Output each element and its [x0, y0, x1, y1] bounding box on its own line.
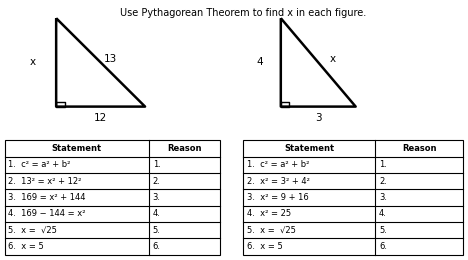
Text: 3: 3 — [315, 113, 322, 123]
Text: 13: 13 — [103, 54, 117, 63]
Text: 6.: 6. — [153, 242, 161, 251]
Text: 6.: 6. — [379, 242, 387, 251]
Text: 4: 4 — [256, 57, 263, 67]
Text: 2.  13² = x² + 12²: 2. 13² = x² + 12² — [8, 177, 82, 186]
Text: Statement: Statement — [52, 144, 102, 153]
Text: 2.: 2. — [379, 177, 387, 186]
Text: 5.  x =  √25: 5. x = √25 — [8, 226, 57, 235]
Text: 6.  x = 5: 6. x = 5 — [247, 242, 283, 251]
Text: Statement: Statement — [284, 144, 335, 153]
Text: 5.: 5. — [379, 226, 387, 235]
Text: 1.: 1. — [153, 160, 161, 170]
Text: 6.  x = 5: 6. x = 5 — [8, 242, 44, 251]
Text: 3.: 3. — [379, 193, 387, 202]
Text: 1.  c² = a² + b²: 1. c² = a² + b² — [8, 160, 71, 170]
Text: 5.: 5. — [153, 226, 161, 235]
Text: 2.: 2. — [153, 177, 161, 186]
Text: Use Pythagorean Theorem to find x in each figure.: Use Pythagorean Theorem to find x in eac… — [120, 8, 366, 18]
Text: x: x — [29, 57, 36, 67]
Text: 3.  x² = 9 + 16: 3. x² = 9 + 16 — [247, 193, 309, 202]
Text: 4.: 4. — [153, 210, 161, 218]
Bar — [5, 140, 220, 255]
Text: 4.  x² = 25: 4. x² = 25 — [247, 210, 291, 218]
Bar — [243, 140, 463, 255]
Text: 5.  x =  √25: 5. x = √25 — [247, 226, 296, 235]
Text: 1.  c² = a² + b²: 1. c² = a² + b² — [247, 160, 309, 170]
Text: 1.: 1. — [379, 160, 387, 170]
Text: 4.: 4. — [379, 210, 387, 218]
Text: 12: 12 — [94, 113, 107, 123]
Text: 4.  169 − 144 = x²: 4. 169 − 144 = x² — [8, 210, 86, 218]
Text: 2.  x² = 3² + 4²: 2. x² = 3² + 4² — [247, 177, 310, 186]
Text: Reason: Reason — [402, 144, 437, 153]
Text: x: x — [329, 54, 336, 63]
Text: Reason: Reason — [167, 144, 202, 153]
Text: 3.  169 = x² + 144: 3. 169 = x² + 144 — [8, 193, 86, 202]
Text: 3.: 3. — [153, 193, 161, 202]
